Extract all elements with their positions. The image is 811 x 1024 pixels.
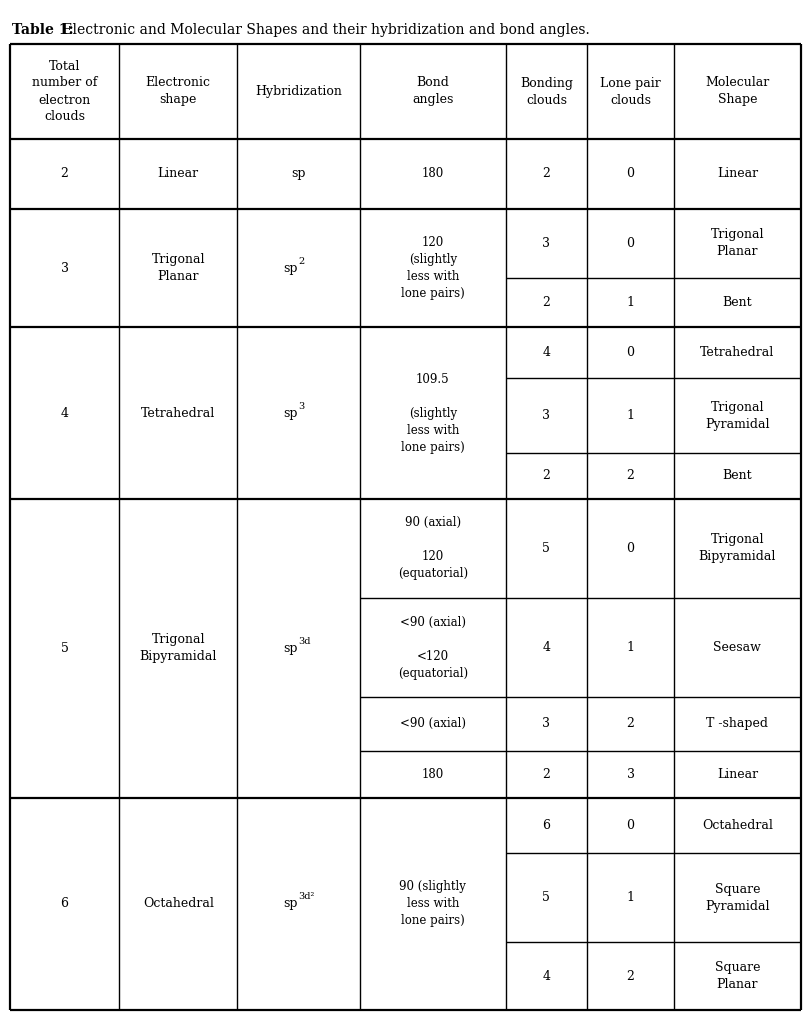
Text: 2: 2	[627, 469, 634, 482]
Text: 6: 6	[543, 819, 551, 831]
Text: 0: 0	[627, 237, 634, 250]
Text: <90 (axial)

<120
(equatorial): <90 (axial) <120 (equatorial)	[397, 615, 468, 680]
Text: 1: 1	[627, 410, 634, 422]
Text: Electronic
shape: Electronic shape	[146, 77, 211, 106]
Text: Linear: Linear	[717, 768, 758, 780]
Text: 109.5

(slightly
less with
lone pairs): 109.5 (slightly less with lone pairs)	[401, 373, 465, 454]
Text: 180: 180	[422, 768, 444, 780]
Text: Trigonal
Bipyramidal: Trigonal Bipyramidal	[139, 634, 217, 664]
Text: 5: 5	[61, 642, 68, 655]
Text: 3: 3	[543, 717, 551, 730]
Text: 2: 2	[543, 768, 551, 780]
Text: 3: 3	[298, 401, 305, 411]
Text: 1: 1	[627, 296, 634, 309]
Text: Bent: Bent	[723, 296, 752, 309]
Text: 2: 2	[543, 469, 551, 482]
Text: Trigonal
Planar: Trigonal Planar	[710, 228, 764, 258]
Text: 4: 4	[543, 641, 551, 654]
Text: 4: 4	[543, 970, 551, 983]
Text: Trigonal
Bipyramidal: Trigonal Bipyramidal	[698, 534, 776, 563]
Text: 3: 3	[543, 410, 551, 422]
Text: Tetrahedral: Tetrahedral	[700, 346, 775, 359]
Text: Trigonal
Planar: Trigonal Planar	[152, 253, 205, 284]
Text: 2: 2	[627, 717, 634, 730]
Text: 3: 3	[627, 768, 634, 780]
Text: 2: 2	[61, 168, 68, 180]
Text: Linear: Linear	[157, 168, 199, 180]
Text: 90 (slightly
less with
lone pairs): 90 (slightly less with lone pairs)	[399, 881, 466, 928]
Text: 3d: 3d	[298, 637, 311, 646]
Text: Bent: Bent	[723, 469, 752, 482]
Text: <90 (axial): <90 (axial)	[400, 717, 466, 730]
Text: 120
(slightly
less with
lone pairs): 120 (slightly less with lone pairs)	[401, 237, 465, 300]
Text: 90 (axial)

120
(equatorial): 90 (axial) 120 (equatorial)	[397, 516, 468, 581]
Text: 4: 4	[543, 346, 551, 359]
Text: 5: 5	[543, 891, 551, 904]
Text: 180: 180	[422, 168, 444, 180]
Text: 0: 0	[627, 168, 634, 180]
Text: sp: sp	[283, 407, 298, 420]
Text: 3d²: 3d²	[298, 893, 315, 901]
Text: 1: 1	[627, 641, 634, 654]
Text: 2: 2	[543, 168, 551, 180]
Text: Linear: Linear	[717, 168, 758, 180]
Text: 5: 5	[543, 542, 551, 555]
Text: 2: 2	[298, 257, 305, 265]
Text: sp: sp	[291, 168, 306, 180]
Text: 3: 3	[543, 237, 551, 250]
Text: Octahedral: Octahedral	[702, 819, 773, 831]
Text: Square
Planar: Square Planar	[714, 962, 760, 991]
Text: 3: 3	[61, 262, 69, 274]
Text: 0: 0	[627, 542, 634, 555]
Text: Tetrahedral: Tetrahedral	[141, 407, 216, 420]
Text: Total
number of
electron
clouds: Total number of electron clouds	[32, 59, 97, 124]
Text: 4: 4	[61, 407, 69, 420]
Text: Seesaw: Seesaw	[714, 641, 762, 654]
Text: Bonding
clouds: Bonding clouds	[520, 77, 573, 106]
Text: 6: 6	[61, 897, 69, 910]
Text: sp: sp	[283, 262, 298, 274]
Text: 0: 0	[627, 346, 634, 359]
Text: Table 1:: Table 1:	[12, 23, 74, 37]
Text: 0: 0	[627, 819, 634, 831]
Text: Hybridization: Hybridization	[255, 85, 342, 98]
Text: Molecular
Shape: Molecular Shape	[706, 77, 770, 106]
Text: Bond
angles: Bond angles	[412, 77, 453, 106]
Text: 2: 2	[543, 296, 551, 309]
Text: T -shaped: T -shaped	[706, 717, 768, 730]
Text: sp: sp	[283, 897, 298, 910]
Text: sp: sp	[283, 642, 298, 655]
Text: 2: 2	[627, 970, 634, 983]
Text: Lone pair
clouds: Lone pair clouds	[600, 77, 661, 106]
Text: Square
Pyramidal: Square Pyramidal	[705, 883, 770, 912]
Text: Octahedral: Octahedral	[143, 897, 213, 910]
Text: Electronic and Molecular Shapes and their hybridization and bond angles.: Electronic and Molecular Shapes and thei…	[58, 23, 590, 37]
Text: Trigonal
Pyramidal: Trigonal Pyramidal	[705, 400, 770, 431]
Text: 1: 1	[627, 891, 634, 904]
